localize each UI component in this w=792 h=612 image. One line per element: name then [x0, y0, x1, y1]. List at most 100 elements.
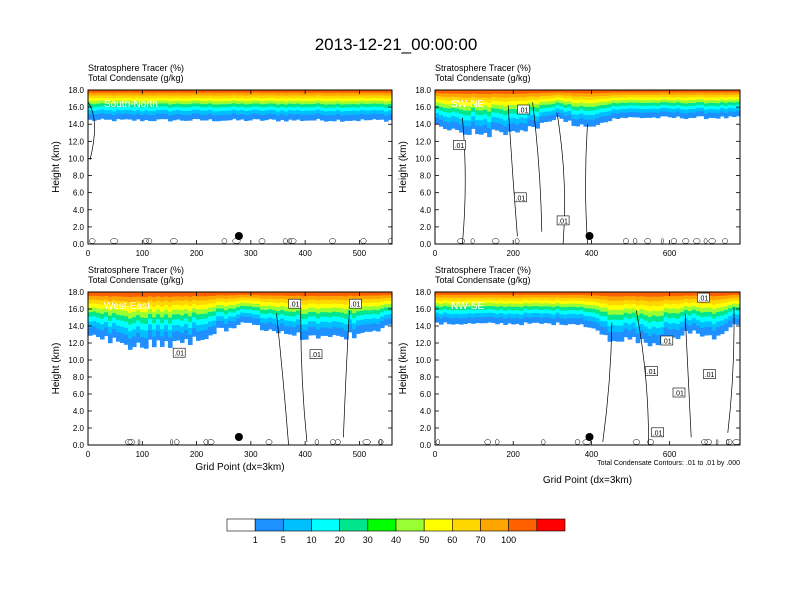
tracer-shade — [599, 98, 605, 102]
tracer-shade — [296, 310, 301, 315]
tracer-shade — [451, 294, 456, 298]
tracer-shade — [276, 314, 281, 320]
colorbar-swatch — [311, 518, 340, 532]
tracer-shade — [236, 95, 241, 99]
contour-label-box — [651, 427, 664, 438]
tracer-shade — [328, 90, 333, 93]
tracer-shade — [324, 98, 329, 102]
tracer-shade — [300, 92, 305, 96]
colorbar-label: 20 — [335, 535, 345, 545]
tracer-shade — [160, 94, 165, 98]
tracer-shade — [120, 100, 125, 104]
tracer-shade — [200, 330, 205, 340]
tracer-shade — [184, 318, 189, 324]
tracer-shade — [435, 292, 440, 295]
tracer-shade — [124, 103, 129, 107]
tracer-shade — [316, 113, 321, 119]
tracer-shade — [699, 303, 705, 309]
tracer-shade — [196, 304, 201, 310]
tracer-shade — [595, 292, 601, 296]
tracer-shade — [184, 103, 189, 108]
tracer-shade — [719, 302, 725, 308]
tracer-shade — [531, 294, 536, 298]
tracer-shade — [92, 299, 97, 304]
tracer-shade — [204, 304, 209, 309]
tracer-shade — [184, 110, 189, 116]
tracer-shade — [144, 113, 149, 121]
tracer-shade — [599, 292, 605, 296]
condensate-contour — [507, 105, 518, 237]
tracer-shade — [212, 95, 217, 99]
tracer-shade — [719, 111, 725, 117]
tracer-shade — [559, 294, 565, 298]
tracer-shade — [136, 109, 141, 114]
tracer-shade — [212, 295, 217, 300]
tracer-shade — [252, 297, 257, 301]
tracer-shade — [595, 102, 601, 107]
tracer-shade — [647, 99, 653, 103]
tracer-shade — [671, 303, 677, 309]
tracer-shade — [252, 90, 257, 93]
tracer-shade — [132, 90, 137, 93]
tracer-shade — [471, 317, 476, 324]
tracer-shade — [240, 305, 245, 310]
tracer-shade — [639, 92, 645, 96]
tracer-shade — [587, 320, 593, 328]
tracer-shade — [304, 95, 309, 99]
colorbar-swatch — [226, 518, 256, 532]
tracer-shade — [695, 107, 701, 112]
tracer-shade — [507, 104, 512, 110]
tracer-shade — [276, 95, 281, 99]
tracer-shade — [172, 95, 177, 99]
tracer-shade — [96, 106, 101, 111]
tracer-shade — [539, 306, 544, 311]
tracer-shade — [639, 90, 645, 93]
tracer-shade — [176, 103, 181, 107]
tracer-shade — [264, 106, 269, 111]
tracer-shade — [92, 98, 97, 102]
tracer-shade — [212, 110, 217, 116]
tracer-shade — [675, 329, 681, 340]
tracer-shade — [527, 306, 532, 310]
tracer-shade — [248, 312, 253, 318]
tracer-shade — [292, 103, 297, 108]
tracer-shade — [519, 300, 524, 305]
tracer-shade — [735, 90, 740, 93]
tracer-shade — [663, 92, 669, 95]
tracer-shade — [435, 102, 440, 106]
tracer-shade — [176, 100, 181, 104]
tracer-shade — [220, 304, 225, 309]
tracer-shade — [435, 112, 440, 118]
tracer-shade — [152, 322, 157, 330]
tracer-shade — [735, 110, 740, 117]
tracer-shade — [711, 330, 717, 340]
tracer-shade — [719, 92, 725, 95]
tracer-shade — [108, 92, 113, 96]
tracer-shade — [703, 307, 709, 312]
y-tick-label: 10.0 — [68, 154, 84, 163]
tracer-shade — [627, 300, 633, 305]
tracer-shade — [591, 114, 597, 120]
tracer-shade — [571, 303, 577, 307]
tracer-shade — [723, 99, 729, 104]
tracer-shade — [703, 303, 709, 308]
tracer-shade — [447, 317, 452, 325]
colorbar-label: 40 — [391, 535, 401, 545]
tracer-shade — [603, 299, 609, 304]
tracer-shade — [388, 106, 392, 111]
tracer-shade — [188, 301, 193, 307]
tracer-shade — [196, 109, 201, 114]
tracer-shade — [308, 92, 313, 96]
tracer-shade — [348, 319, 353, 325]
tracer-shade — [332, 107, 337, 112]
tracer-shade — [164, 304, 169, 310]
tracer-shade — [735, 318, 740, 325]
plot-frame — [87, 89, 393, 245]
tracer-shade — [352, 329, 357, 339]
tracer-shade — [595, 302, 601, 306]
tracer-shade — [176, 113, 181, 120]
tracer-shade — [364, 292, 369, 296]
tracer-shade — [555, 312, 560, 317]
tracer-shade — [631, 328, 637, 337]
tracer-shade — [332, 292, 337, 296]
